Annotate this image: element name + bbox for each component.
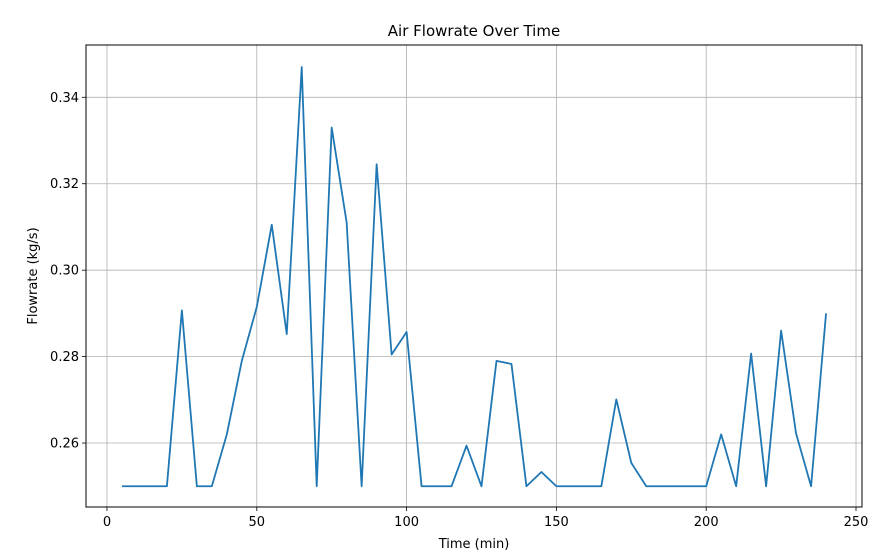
x-tick-label: 200 [694,515,719,530]
x-tick-label: 0 [103,515,111,530]
x-axis-label: Time (min) [438,537,510,552]
x-tick-label: 150 [544,515,569,530]
grid [86,45,862,507]
chart-title: Air Flowrate Over Time [388,22,560,40]
flowrate-series-line [121,66,827,488]
x-tick-label: 50 [249,515,266,530]
x-axis-ticks: 0 50 100 150 200 250 [103,507,869,530]
plot-area-frame [85,44,863,508]
series-layer [121,66,827,488]
y-tick-label: 0.30 [50,264,79,279]
x-tick-label: 250 [844,515,869,530]
x-tick-label: 100 [394,515,419,530]
y-tick-label: 0.28 [50,350,79,365]
y-axis-ticks: 0.26 0.28 0.30 0.32 0.34 [50,91,86,452]
y-tick-label: 0.34 [50,91,79,106]
y-tick-label: 0.32 [50,177,79,192]
y-axis-label: Flowrate (kg/s) [26,227,41,324]
y-tick-label: 0.26 [50,437,79,452]
